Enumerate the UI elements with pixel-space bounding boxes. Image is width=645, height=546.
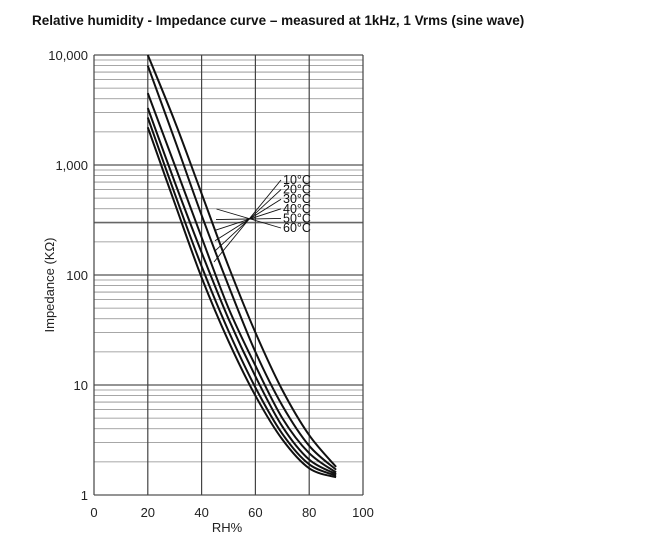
grid-layer [93, 54, 364, 496]
x-tick-label: 80 [302, 505, 316, 520]
legend-layer: 10°C20°C30°C40°C50°C60°C [213, 173, 311, 263]
legend-label-4: 40°C [283, 202, 311, 216]
x-axis-label: RH% [212, 520, 243, 535]
chart-title: Relative humidity - Impedance curve – me… [32, 13, 525, 28]
x-tick-label: 0 [90, 505, 97, 520]
legend-label-2: 20°C [283, 183, 311, 197]
series-line-4 [146, 107, 337, 475]
series-line-5 [146, 117, 337, 477]
legend-leader-4 [215, 208, 282, 231]
tick-layer: 0 20 40 60 80 100 1 10 100 1,000 10,000 [48, 48, 374, 520]
legend-leader-6 [216, 208, 282, 229]
y-tick-label: 10 [74, 378, 88, 393]
x-tick-label: 100 [352, 505, 374, 520]
y-axis-label: Impedance (KΩ) [42, 238, 57, 333]
x-tick-label: 60 [248, 505, 262, 520]
series-line-1 [146, 54, 337, 468]
legend-leader-5 [215, 217, 282, 221]
legend-label-5: 50°C [283, 211, 311, 225]
y-tick-label: 1,000 [55, 158, 88, 173]
y-tick-label: 100 [66, 268, 88, 283]
y-tick-label: 10,000 [48, 48, 88, 63]
x-tick-label: 40 [194, 505, 208, 520]
y-tick-label: 1 [81, 488, 88, 503]
legend-label-6: 60°C [283, 221, 311, 235]
series-line-6 [146, 126, 337, 479]
series-line-3 [146, 92, 337, 474]
legend-label-1: 10°C [283, 173, 311, 187]
legend-label-3: 30°C [283, 192, 311, 206]
x-tick-label: 20 [141, 505, 155, 520]
series-line-2 [146, 65, 337, 471]
series-layer [146, 54, 337, 479]
